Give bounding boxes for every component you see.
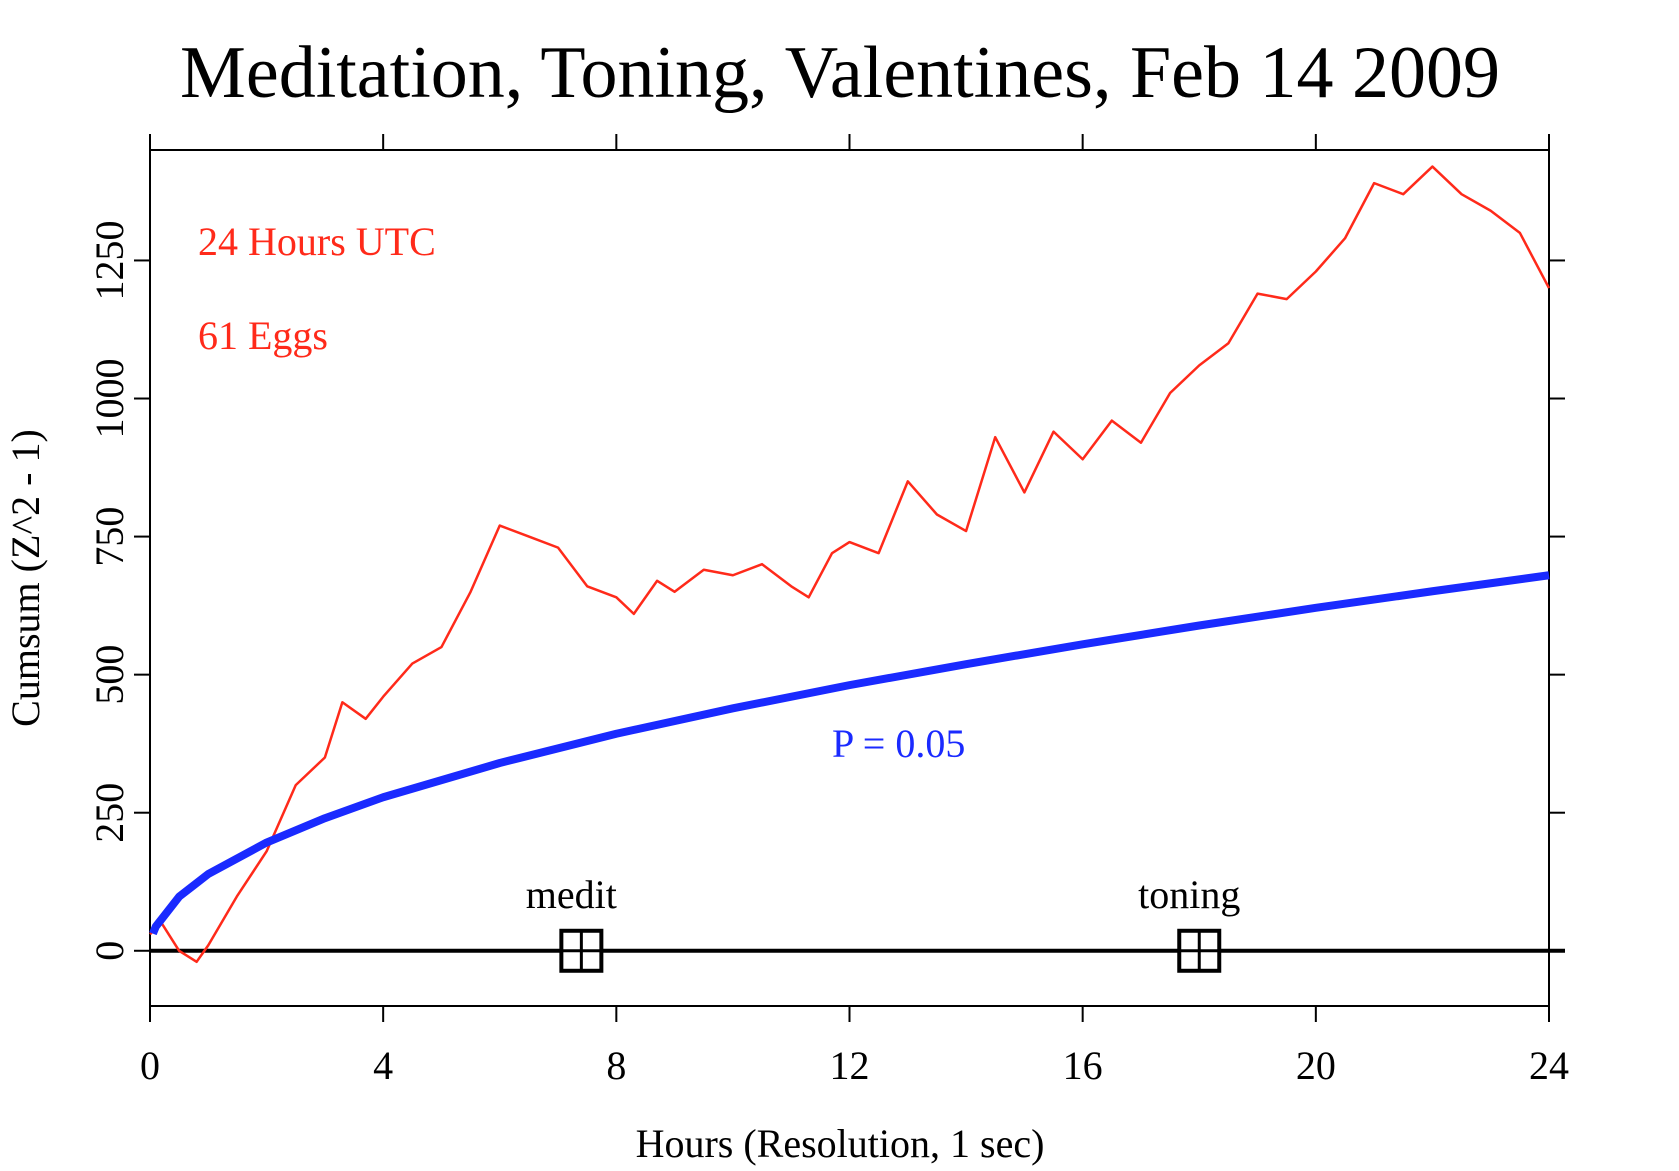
x-tick-label: 20	[1296, 1043, 1336, 1088]
series-line	[149, 571, 1550, 936]
x-tick-label: 4	[373, 1043, 393, 1088]
chart-title: Meditation, Toning, Valentines, Feb 14 2…	[180, 32, 1500, 114]
event-marker	[559, 928, 604, 973]
y-tick-label: 0	[87, 941, 132, 961]
event-label: toning	[1138, 872, 1240, 917]
annotation: 61 Eggs	[198, 313, 328, 358]
x-tick-label: 24	[1529, 1043, 1569, 1088]
y-tick-label: 1000	[87, 359, 132, 439]
x-tick-label: 0	[140, 1043, 160, 1088]
plot-frame	[149, 149, 1550, 1007]
x-tick-label: 16	[1063, 1043, 1103, 1088]
y-tick-label: 750	[87, 507, 132, 567]
x-tick-label: 8	[606, 1043, 626, 1088]
y-tick-label: 1250	[87, 220, 132, 300]
series-line	[149, 165, 1551, 964]
y-axis-label: Cumsum (Z^2 - 1)	[3, 429, 48, 727]
series-label: P = 0.05	[832, 721, 965, 766]
y-tick-label: 250	[87, 783, 132, 843]
event-label: medit	[526, 872, 617, 917]
x-axis-label: Hours (Resolution, 1 sec)	[636, 1121, 1045, 1166]
y-tick-label: 500	[87, 645, 132, 705]
x-tick-label: 12	[830, 1043, 870, 1088]
event-marker	[1177, 928, 1222, 973]
annotation: 24 Hours UTC	[198, 219, 436, 264]
